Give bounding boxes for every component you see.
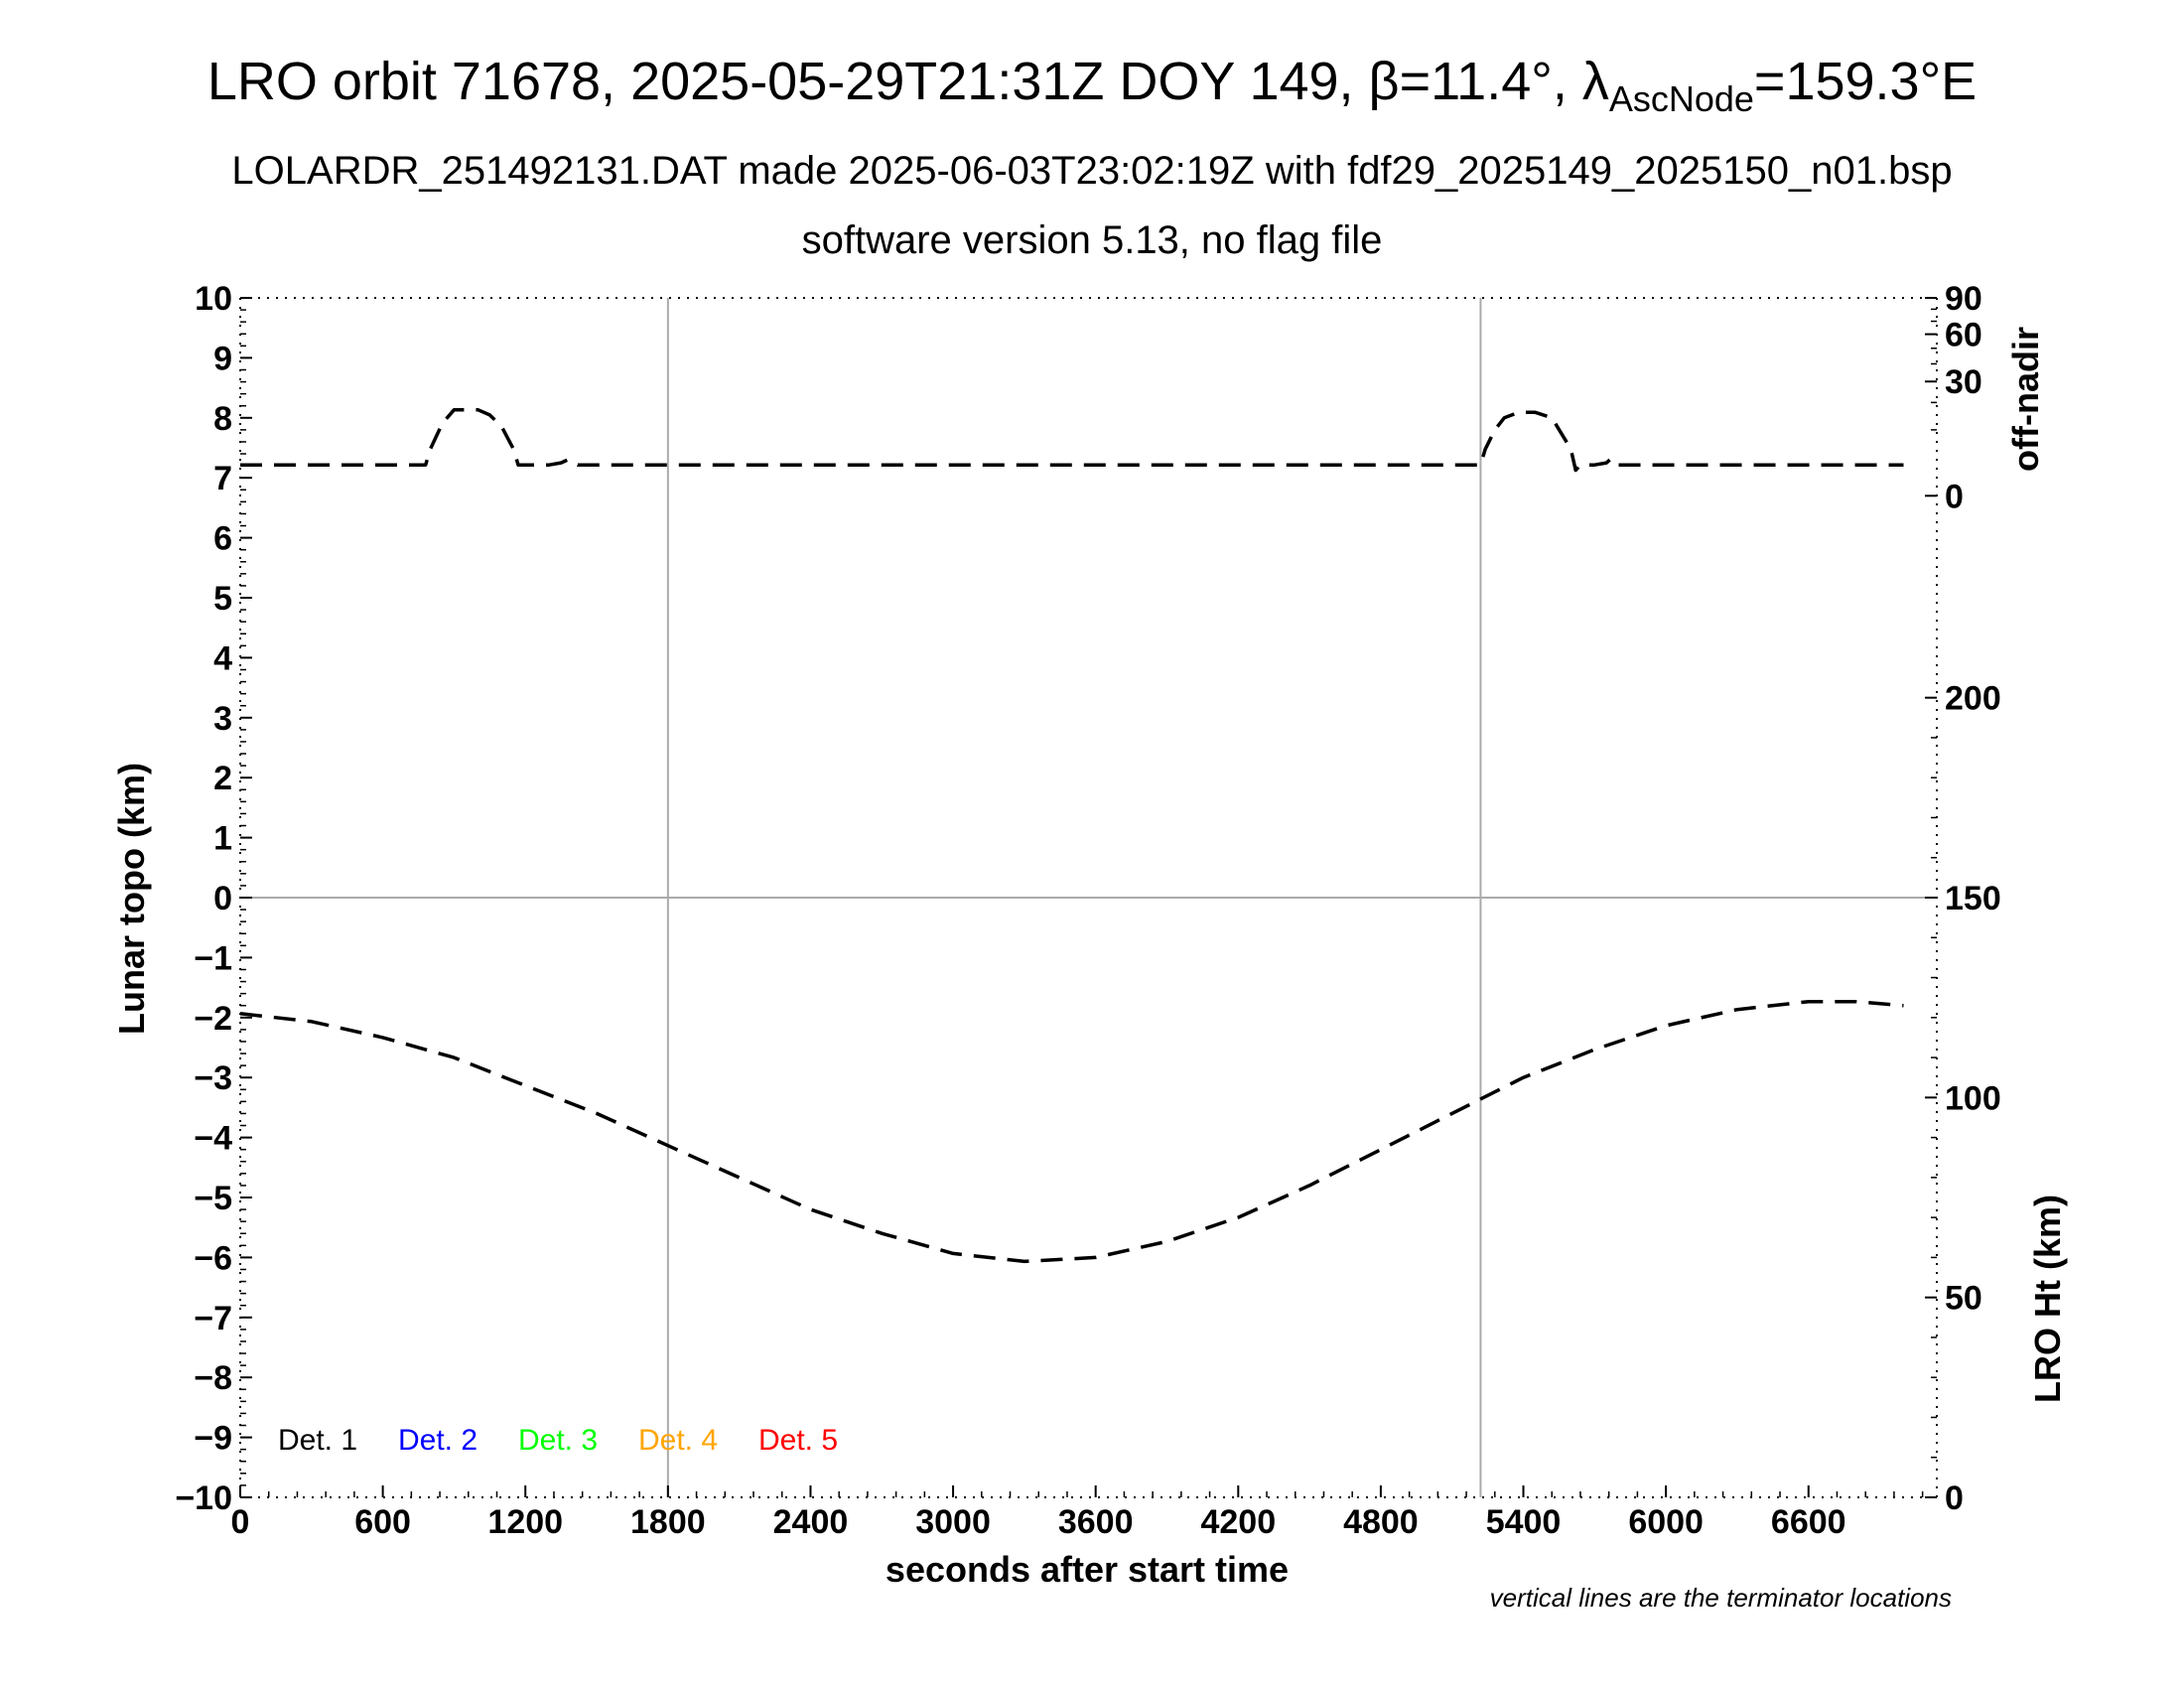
height-tick-label: 150 xyxy=(1945,880,2001,917)
y-tick-label-left: 6 xyxy=(213,520,232,558)
off-nadir-tick-label: 30 xyxy=(1945,363,1982,401)
legend-item-det-4: Det. 4 xyxy=(638,1424,718,1457)
title-main: LRO orbit 71678, 2025-05-29T21:31Z DOY 1… xyxy=(206,52,1609,111)
x-tick-label: 3600 xyxy=(1058,1503,1134,1541)
off-nadir-tick-label: 90 xyxy=(1945,280,1982,318)
off-nadir-tick-label: 0 xyxy=(1945,478,1964,515)
x-tick-label: 4800 xyxy=(1343,1503,1419,1541)
legend-item-det-5: Det. 5 xyxy=(758,1424,838,1457)
height-axis-label: LRO Ht (km) xyxy=(2027,1195,2068,1403)
y-tick-label-left: −7 xyxy=(194,1300,232,1337)
y-tick-label-left: −1 xyxy=(194,939,232,977)
x-tick-label: 1800 xyxy=(630,1503,706,1541)
y-tick-label-left: −5 xyxy=(194,1180,232,1217)
x-tick-label: 6600 xyxy=(1771,1503,1846,1541)
x-tick-label: 1200 xyxy=(487,1503,563,1541)
y-tick-label-left: −2 xyxy=(194,1000,232,1038)
height-tick-label: 100 xyxy=(1945,1079,2001,1117)
height-tick-label: 200 xyxy=(1945,680,2001,718)
x-tick-label: 6000 xyxy=(1628,1503,1704,1541)
y-tick-label-left: 9 xyxy=(213,340,232,377)
off-nadir-axis-label: off-nadir xyxy=(2005,327,2046,472)
y-tick-label-left: 8 xyxy=(213,400,232,438)
chart-title: LRO orbit 71678, 2025-05-29T21:31Z DOY 1… xyxy=(0,50,2184,117)
height-tick-label: 0 xyxy=(1945,1479,1964,1517)
x-tick-label: 5400 xyxy=(1486,1503,1562,1541)
lro-height-series-line xyxy=(239,999,1904,1264)
title-subscript: AscNode xyxy=(1608,78,1754,119)
x-tick-label: 4200 xyxy=(1200,1503,1276,1541)
legend-item-det-3: Det. 3 xyxy=(518,1424,598,1457)
legend-item-det-1: Det. 1 xyxy=(278,1424,357,1457)
x-tick-label: 600 xyxy=(354,1503,411,1541)
y-tick-label-left: 3 xyxy=(213,700,232,738)
y-tick-label-left: 4 xyxy=(213,639,232,677)
y-tick-label-left: −4 xyxy=(194,1120,232,1158)
y-tick-label-left: 2 xyxy=(213,760,232,797)
chart-subtitle: LOLARDR_251492131.DAT made 2025-06-03T23… xyxy=(231,149,1953,193)
height-tick-label: 50 xyxy=(1945,1280,1982,1318)
x-tick-label: 3000 xyxy=(915,1503,991,1541)
y-tick-label-left: 10 xyxy=(195,280,232,318)
chart-subtitle-2: software version 5.13, no flag file xyxy=(801,218,1383,262)
y-tick-label-left: −10 xyxy=(175,1479,232,1517)
y-tick-label-left: 7 xyxy=(213,460,232,497)
x-tick-label: 2400 xyxy=(773,1503,849,1541)
legend-item-det-2: Det. 2 xyxy=(398,1424,478,1457)
grid-layer xyxy=(240,298,1937,1497)
y-axis-label-left: Lunar topo (km) xyxy=(111,763,152,1035)
title-end: =159.3°E xyxy=(1753,52,1978,111)
terminator-note: vertical lines are the terminator locati… xyxy=(1489,1583,1952,1613)
y-tick-label-left: −6 xyxy=(194,1239,232,1277)
y-tick-label-left: 5 xyxy=(213,580,232,618)
y-tick-label-left: 1 xyxy=(213,820,232,858)
legend-layer: Det. 1 Det. 2 Det. 3 Det. 4 Det. 5 xyxy=(278,1424,838,1457)
y-tick-label-left: −8 xyxy=(194,1359,232,1397)
series-layer xyxy=(239,407,1904,1264)
x-axis-label: seconds after start time xyxy=(886,1549,1289,1590)
x-tick-label: 0 xyxy=(231,1503,250,1541)
y-tick-label-left: 0 xyxy=(213,880,232,917)
off-nadir-series-line xyxy=(240,407,1904,473)
y-tick-label-left: −9 xyxy=(194,1420,232,1458)
y-tick-label-left: −3 xyxy=(194,1059,232,1097)
off-nadir-tick-label: 60 xyxy=(1945,317,1982,354)
